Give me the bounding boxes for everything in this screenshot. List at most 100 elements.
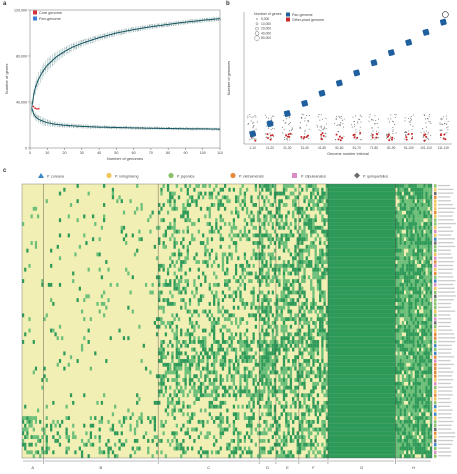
heatmap-cell <box>423 435 426 440</box>
heatmap-cell <box>173 408 176 413</box>
heatmap-cell <box>292 286 295 291</box>
heatmap-cell <box>263 256 266 261</box>
heatmap-cell <box>191 199 194 204</box>
heatmap-cell <box>416 427 420 432</box>
genome-point <box>249 115 251 117</box>
heatmap-cell <box>206 355 209 360</box>
heatmap-cell <box>76 184 79 188</box>
heatmap-cell <box>325 267 329 272</box>
heatmap-cell <box>243 389 247 394</box>
heatmap-cell <box>282 225 286 230</box>
heatmap-cell <box>408 336 411 341</box>
heatmap-cell <box>204 309 207 314</box>
sample-point <box>191 19 193 21</box>
heatmap-cell <box>273 431 277 436</box>
genome-point <box>304 117 306 119</box>
heatmap-cell <box>226 271 229 276</box>
heatmap-cell <box>312 343 315 348</box>
genome-point <box>385 137 387 139</box>
heatmap-cell <box>175 184 178 188</box>
heatmap-cell <box>252 241 255 245</box>
heatmap-cell <box>261 309 264 314</box>
heatmap-cell <box>267 271 270 276</box>
genome-point <box>286 138 288 140</box>
heatmap-cell <box>221 267 225 272</box>
heatmap-cell <box>241 389 244 394</box>
heatmap-cell <box>250 199 253 204</box>
heatmap-cell <box>173 191 176 196</box>
heatmap-cell <box>28 450 31 455</box>
genome-point <box>291 127 293 129</box>
genome-point <box>255 138 257 140</box>
heatmap-cell <box>419 210 422 215</box>
heatmap-cell <box>265 419 268 424</box>
sample-point <box>80 45 81 47</box>
heatmap-cell <box>230 340 233 344</box>
heatmap-cell <box>26 450 29 455</box>
heatmap-cell <box>429 412 433 417</box>
genome-point <box>372 119 374 121</box>
heatmap-cell <box>158 241 161 245</box>
heatmap-cell <box>164 408 167 413</box>
heatmap-cell <box>278 298 281 303</box>
heatmap-cell <box>153 244 157 249</box>
heatmap-cell <box>69 393 73 398</box>
heatmap-cell <box>230 252 233 257</box>
heatmap-cell <box>166 225 170 230</box>
x-tick-label: 51-60 <box>335 146 343 150</box>
sample-point <box>46 120 48 122</box>
sample-point <box>44 124 46 126</box>
heatmap-cell <box>91 442 95 447</box>
heatmap-cell <box>273 184 277 188</box>
heatmap-cell <box>395 229 398 234</box>
heatmap-cell <box>314 340 317 344</box>
heatmap-cell <box>158 275 161 280</box>
heatmap-cell <box>401 294 404 299</box>
heatmap-cell-block <box>327 389 396 394</box>
heatmap-cell <box>395 237 398 242</box>
heatmap-cell <box>312 294 315 299</box>
heatmap-cell <box>401 347 404 352</box>
other-plant-point <box>285 134 288 137</box>
heatmap-cell <box>410 378 413 382</box>
heatmap-cell <box>177 317 181 322</box>
heatmap-cell <box>256 423 260 428</box>
heatmap-cell <box>307 351 311 356</box>
heatmap-cell <box>261 256 264 261</box>
heatmap-cell <box>138 237 141 242</box>
heatmap-cell <box>401 237 404 242</box>
heatmap-cell <box>245 355 249 360</box>
heatmap-cell <box>310 241 313 245</box>
heatmap-cell <box>127 305 130 310</box>
heatmap-cell <box>325 191 329 196</box>
heatmap-cell <box>248 214 251 219</box>
heatmap-cell <box>56 431 59 436</box>
genome-point <box>423 114 425 116</box>
heatmap-cell <box>273 378 277 382</box>
genome-point <box>321 125 323 127</box>
heatmap-cell <box>312 321 315 325</box>
heatmap-cell <box>414 359 417 363</box>
heatmap-cell <box>177 374 181 379</box>
sample-point <box>121 29 123 31</box>
heatmap-cell <box>421 225 424 230</box>
heatmap-cell <box>301 229 304 234</box>
heatmap-cell <box>425 286 428 291</box>
genome-point <box>405 130 407 133</box>
heatmap-cell <box>275 359 279 363</box>
heatmap-cell <box>307 321 311 325</box>
heatmap-cell <box>263 427 266 432</box>
heatmap-cell <box>403 298 407 303</box>
heatmap-cell <box>429 279 433 283</box>
heatmap-cell <box>325 210 329 215</box>
heatmap-cell <box>414 412 417 417</box>
heatmap-cell <box>237 340 240 344</box>
heatmap-cell <box>36 214 40 219</box>
heatmap-cell <box>421 400 424 405</box>
heatmap-cell <box>67 362 70 367</box>
heatmap-cell <box>319 241 322 245</box>
heatmap-cell <box>162 378 165 382</box>
heatmap-cell <box>401 359 404 363</box>
heatmap-cell <box>312 218 315 223</box>
heatmap-cell <box>395 359 398 363</box>
